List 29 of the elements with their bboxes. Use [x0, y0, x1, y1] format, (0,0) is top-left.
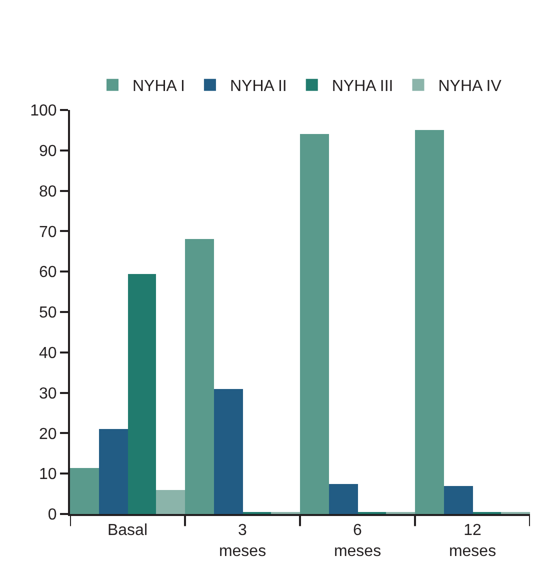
bar [156, 490, 185, 514]
y-tick-label: 10 [39, 466, 57, 484]
y-tick-label: 0 [48, 506, 57, 524]
legend-label: NYHA I [132, 78, 185, 96]
y-tick-label: 50 [39, 304, 57, 322]
y-tick-label: 30 [39, 385, 57, 402]
legend-label: NYHA III [332, 78, 394, 96]
x-tick-label: Basal [107, 522, 148, 540]
bar [214, 389, 243, 514]
x-tick-label: 6 meses [334, 522, 382, 560]
bar [444, 486, 473, 514]
y-tick-label: 20 [39, 426, 57, 443]
y-tick-label: 100 [30, 102, 57, 120]
bar [185, 239, 214, 514]
bar [300, 134, 329, 514]
x-tick-label: 3 meses [218, 522, 266, 560]
bar [128, 274, 156, 514]
y-tick-label: 40 [39, 345, 57, 362]
y-tick-label: 90 [39, 143, 57, 160]
y-tick-label: 70 [39, 224, 57, 241]
x-tick-label: 12 meses [448, 522, 496, 560]
legend-label: NYHA IV [438, 78, 502, 96]
bar [99, 429, 128, 514]
bar [329, 484, 358, 514]
legend-label: NYHA II [230, 78, 287, 96]
bar [415, 130, 444, 514]
bar [70, 468, 99, 514]
y-tick-label: 60 [39, 264, 57, 282]
y-tick-label: 80 [39, 183, 57, 200]
